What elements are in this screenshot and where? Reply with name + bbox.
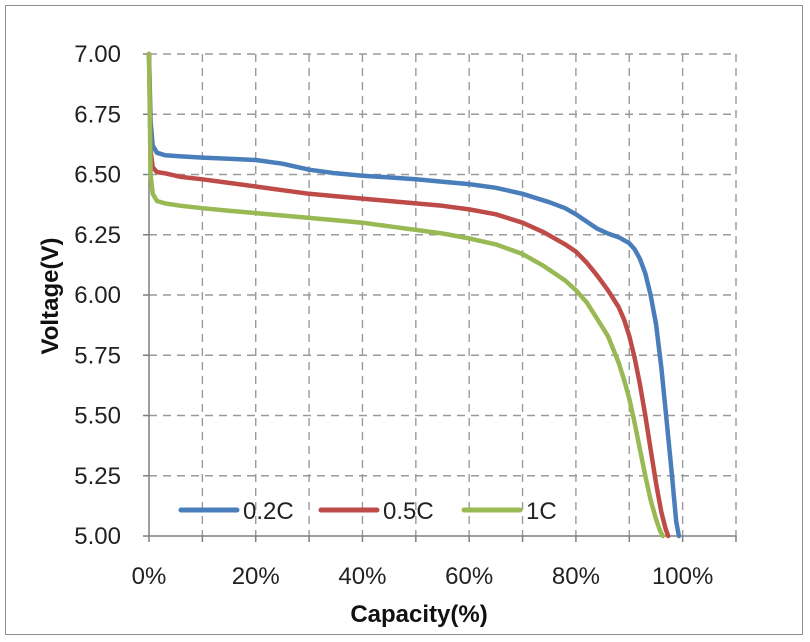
x-axis-title: Capacity(%) [350,601,487,628]
x-tick-label: 40% [338,563,386,590]
series-line-0-5c [146,51,671,539]
y-tick-label: 6.50 [74,162,121,189]
y-tick-label: 6.75 [74,101,121,128]
legend: 0.2C 0.5C 1C [178,498,557,525]
series-line-1c [146,51,666,539]
x-tick-label: 20% [232,563,280,590]
series-lines [146,51,682,539]
x-tick-label: 100% [652,563,713,590]
chart-frame [5,5,803,635]
y-tick-labels: 5.00 5.25 5.50 5.75 6.00 6.25 6.50 6.75 7.00 [74,41,121,550]
x-tick-label: 60% [445,563,493,590]
legend-label: 0.5C [383,498,434,525]
y-tick-label: 6.00 [74,282,121,309]
series-line-0-2c [146,51,682,539]
y-axis-title: Voltage(V) [37,238,64,355]
y-tick-label: 5.75 [74,342,121,369]
y-tick-label: 5.50 [74,403,121,430]
x-tick-labels: 0% 20% 40% 60% 80% 100% [132,563,714,590]
y-tick-label: 5.25 [74,463,121,490]
y-tick-label: 7.00 [74,41,121,68]
y-tick-label: 5.00 [74,523,121,550]
axes [143,53,737,542]
grid-lines [149,53,737,536]
legend-label: 1C [526,498,557,525]
x-tick-label: 80% [552,563,600,590]
x-tick-label: 0% [132,563,167,590]
y-tick-label: 6.25 [74,222,121,249]
legend-label: 0.2C [243,498,294,525]
